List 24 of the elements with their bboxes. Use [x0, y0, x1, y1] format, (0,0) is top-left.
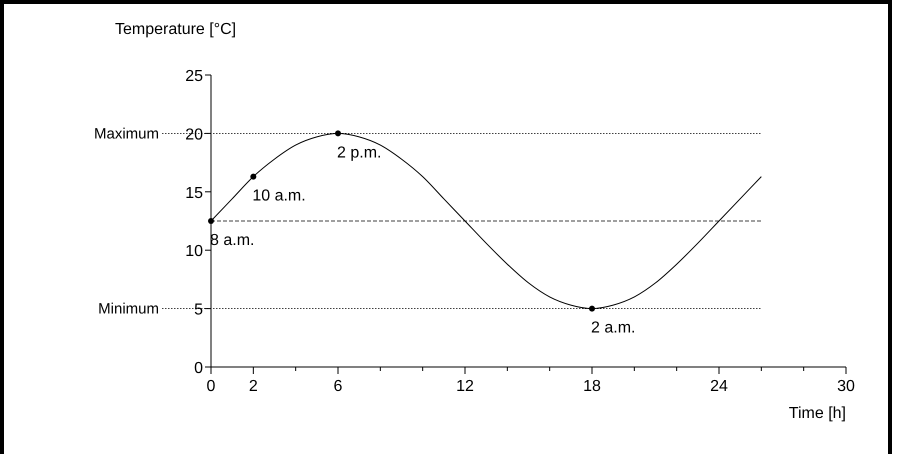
- x-tick-label: 18: [583, 378, 601, 395]
- ref-line-label: Minimum: [98, 300, 159, 318]
- x-tick-label: 24: [710, 378, 728, 395]
- y-axis-title: Temperature [°C]: [115, 21, 236, 38]
- ref-line-label: Maximum: [94, 125, 159, 142]
- y-tick-label: 20: [185, 126, 204, 144]
- y-tick-label: 15: [185, 184, 204, 202]
- point: [208, 218, 214, 224]
- y-tick-label: 10: [185, 243, 204, 260]
- x-tick-label: 12: [456, 378, 474, 395]
- y-tick-label: 5: [194, 302, 204, 319]
- point: [589, 306, 595, 312]
- annotation: 2 p.m.: [337, 144, 382, 162]
- x-tick-label: 2: [248, 378, 258, 395]
- x-axis-title: Time [h]: [788, 405, 846, 422]
- y-tick-label: 25: [185, 68, 204, 85]
- x-tick-label: 30: [837, 378, 855, 395]
- x-tick-label: 0: [206, 378, 216, 395]
- point: [335, 130, 341, 136]
- y-tick-label: 0: [194, 360, 204, 377]
- x-tick-label: 6: [334, 378, 343, 395]
- point: [250, 174, 256, 180]
- annotation: 10 a.m.: [252, 188, 306, 205]
- annotation: 2 a.m.: [591, 320, 636, 337]
